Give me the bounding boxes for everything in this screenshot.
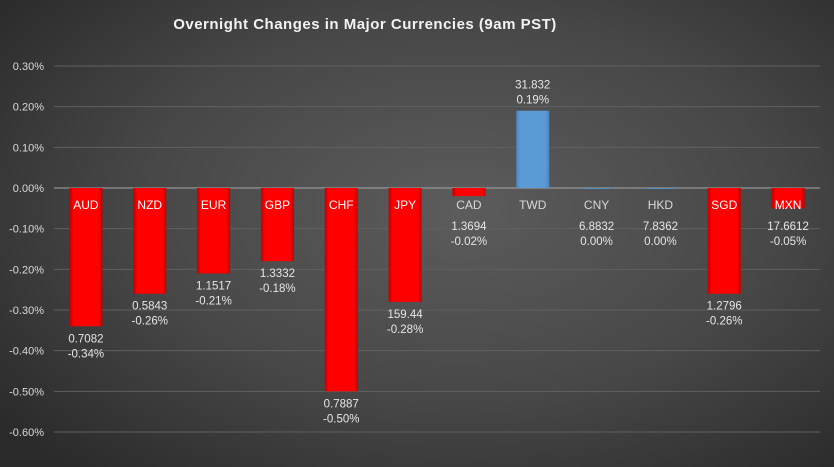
chart-title: Overnight Changes in Major Currencies (9… bbox=[173, 16, 557, 33]
rate-label: 159.44 bbox=[387, 309, 423, 321]
bar-jpy bbox=[388, 188, 422, 302]
category-label: TWD bbox=[519, 198, 547, 212]
pct-label: -0.05% bbox=[770, 236, 806, 248]
rate-label: 6.8832 bbox=[579, 221, 614, 233]
y-tick-label: 0.20% bbox=[13, 102, 44, 114]
rate-label: 0.5843 bbox=[132, 301, 167, 313]
bar-hkd bbox=[643, 188, 677, 189]
pct-label: -0.21% bbox=[195, 295, 231, 307]
bar-cny bbox=[580, 188, 614, 189]
rate-label: 1.2796 bbox=[707, 301, 742, 313]
pct-label: 0.19% bbox=[516, 95, 549, 107]
rate-label: 1.3694 bbox=[451, 221, 487, 233]
bar-cad bbox=[452, 188, 486, 197]
y-tick-label: 0.30% bbox=[13, 61, 44, 73]
y-tick-label: 0.00% bbox=[13, 183, 44, 195]
pct-label: -0.26% bbox=[706, 316, 742, 328]
pct-label: -0.26% bbox=[132, 316, 168, 328]
bar-chf bbox=[324, 188, 358, 392]
category-label: EUR bbox=[201, 198, 227, 212]
category-label: MXN bbox=[775, 198, 802, 212]
pct-label: -0.02% bbox=[451, 236, 487, 248]
y-tick-label: 0.10% bbox=[13, 142, 44, 154]
pct-label: -0.34% bbox=[68, 348, 104, 360]
y-tick-label: -0.40% bbox=[9, 346, 44, 358]
category-label: CNY bbox=[584, 198, 609, 212]
pct-label: 0.00% bbox=[644, 236, 677, 248]
y-tick-label: -0.60% bbox=[9, 427, 44, 439]
bar-sgd bbox=[707, 188, 741, 294]
pct-label: -0.28% bbox=[387, 324, 423, 336]
category-label: CHF bbox=[329, 198, 354, 212]
rate-label: 0.7082 bbox=[68, 333, 103, 345]
category-label: CAD bbox=[456, 198, 482, 212]
category-label: HKD bbox=[648, 198, 674, 212]
rate-label: 31.832 bbox=[515, 80, 550, 92]
bar-aud bbox=[69, 188, 103, 327]
category-label: GBP bbox=[265, 198, 290, 212]
y-tick-label: -0.20% bbox=[9, 264, 44, 276]
rate-label: 1.1517 bbox=[196, 280, 231, 292]
pct-label: 0.00% bbox=[580, 236, 613, 248]
category-label: AUD bbox=[73, 198, 99, 212]
bar-eur bbox=[197, 188, 231, 274]
rate-label: 0.7887 bbox=[324, 398, 359, 410]
bar-gbp bbox=[260, 188, 294, 262]
bar-nzd bbox=[133, 188, 167, 294]
category-label: JPY bbox=[394, 198, 416, 212]
y-tick-label: -0.30% bbox=[9, 305, 44, 317]
rate-label: 7.8362 bbox=[643, 221, 678, 233]
bar-mxn bbox=[771, 188, 805, 209]
pct-label: -0.50% bbox=[323, 413, 359, 425]
y-tick-label: -0.50% bbox=[9, 386, 44, 398]
rate-label: 1.3332 bbox=[260, 268, 295, 280]
category-label: NZD bbox=[137, 198, 162, 212]
rate-label: 17.6612 bbox=[767, 221, 809, 233]
y-tick-label: -0.10% bbox=[9, 224, 44, 236]
pct-label: -0.18% bbox=[259, 283, 295, 295]
bar-twd bbox=[516, 110, 550, 188]
category-label: SGD bbox=[711, 198, 737, 212]
